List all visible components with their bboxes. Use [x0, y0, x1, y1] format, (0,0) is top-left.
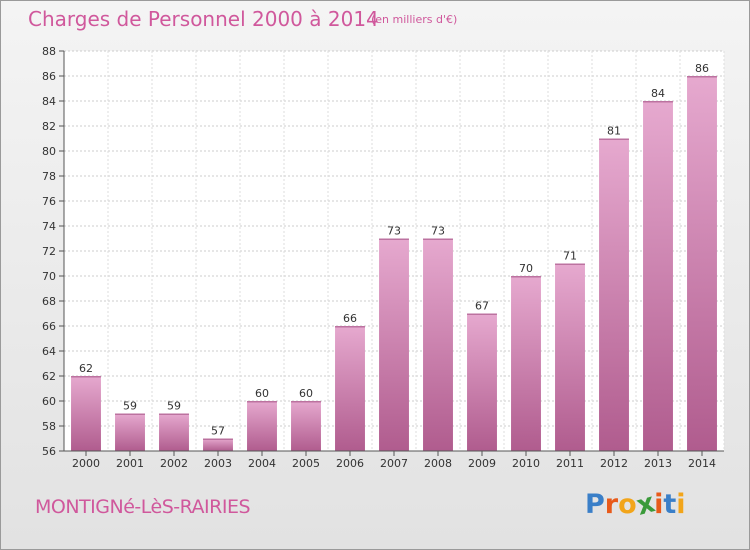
- y-tick-label: 76: [42, 195, 56, 208]
- bar-top-edge: [423, 238, 453, 240]
- bar-top-edge: [203, 438, 233, 440]
- value-label: 60: [255, 387, 269, 400]
- x-tick-label: 2003: [204, 457, 232, 470]
- bar-2012: [599, 138, 629, 451]
- y-tick-label: 82: [42, 120, 56, 133]
- x-tick-label: 2014: [688, 457, 716, 470]
- bar-2007: [379, 238, 409, 451]
- value-label: 70: [519, 262, 533, 275]
- town-name: MONTIGNé-LèS-RAIRIES: [35, 496, 251, 518]
- bar-2003: [203, 438, 233, 451]
- value-label: 73: [431, 225, 445, 238]
- logo-letter: t: [663, 489, 677, 520]
- value-label: 86: [695, 62, 709, 75]
- bar-2004: [247, 401, 277, 451]
- value-label: 67: [475, 300, 489, 313]
- bar-top-edge: [467, 313, 497, 315]
- x-tick-label: 2010: [512, 457, 540, 470]
- bar-2014: [687, 76, 717, 451]
- value-label: 59: [123, 400, 137, 413]
- x-tick-label: 2007: [380, 457, 408, 470]
- proxiti-logo: Proxiti: [585, 487, 686, 521]
- bar-2010: [511, 276, 541, 451]
- x-tick-label: 2000: [72, 457, 100, 470]
- value-label: 84: [651, 87, 665, 100]
- y-tick-label: 80: [42, 145, 56, 158]
- bar-2013: [643, 101, 673, 451]
- bar-2001: [115, 413, 145, 451]
- bar-2011: [555, 263, 585, 451]
- y-tick-label: 62: [42, 370, 56, 383]
- value-label: 60: [299, 387, 313, 400]
- value-label: 59: [167, 400, 181, 413]
- bar-2008: [423, 238, 453, 451]
- y-tick-label: 74: [42, 220, 56, 233]
- chart-title: Charges de Personnel 2000 à 2014: [28, 7, 379, 31]
- value-label: 73: [387, 225, 401, 238]
- x-tick-label: 2006: [336, 457, 364, 470]
- bar-top-edge: [115, 413, 145, 415]
- y-tick-label: 88: [42, 45, 56, 58]
- y-tick-label: 78: [42, 170, 56, 183]
- bar-2006: [335, 326, 365, 451]
- logo-letter: i: [654, 489, 664, 520]
- x-tick-label: 2008: [424, 457, 452, 470]
- logo-letter: r: [604, 489, 619, 520]
- bar-top-edge: [247, 401, 277, 403]
- x-tick-label: 2002: [160, 457, 188, 470]
- value-label: 57: [211, 425, 225, 438]
- x-tick-label: 2005: [292, 457, 320, 470]
- y-tick-label: 58: [42, 420, 56, 433]
- value-label: 81: [607, 125, 621, 138]
- y-tick-label: 72: [42, 245, 56, 258]
- y-tick-label: 64: [42, 345, 56, 358]
- value-label: 62: [79, 362, 93, 375]
- bar-top-edge: [379, 238, 409, 240]
- logo-letter: P: [585, 489, 605, 520]
- x-tick-label: 2009: [468, 457, 496, 470]
- bar-top-edge: [291, 401, 321, 403]
- x-tick-label: 2001: [116, 457, 144, 470]
- bar-top-edge: [555, 263, 585, 265]
- y-tick-label: 60: [42, 395, 56, 408]
- bar-top-edge: [71, 376, 101, 378]
- x-tick-label: 2011: [556, 457, 584, 470]
- bar-2000: [71, 376, 101, 451]
- value-label: 71: [563, 250, 577, 263]
- bar-top-edge: [159, 413, 189, 415]
- bar-top-edge: [687, 76, 717, 78]
- x-tick-label: 2012: [600, 457, 628, 470]
- bar-top-edge: [643, 101, 673, 103]
- bar-top-edge: [511, 276, 541, 278]
- logo-letter: o: [618, 489, 637, 520]
- bar-2009: [467, 313, 497, 451]
- x-tick-label: 2013: [644, 457, 672, 470]
- bar-2002: [159, 413, 189, 451]
- y-tick-label: 66: [42, 320, 56, 333]
- logo-letter: i: [676, 489, 686, 520]
- y-tick-label: 70: [42, 270, 56, 283]
- bar-top-edge: [335, 326, 365, 328]
- bar-2005: [291, 401, 321, 451]
- y-tick-label: 56: [42, 445, 56, 458]
- y-tick-label: 84: [42, 95, 56, 108]
- y-tick-label: 86: [42, 70, 56, 83]
- x-tick-label: 2004: [248, 457, 276, 470]
- value-label: 66: [343, 312, 357, 325]
- bar-top-edge: [599, 138, 629, 140]
- y-tick-label: 68: [42, 295, 56, 308]
- chart-subtitle: (en milliers d'€): [371, 13, 458, 26]
